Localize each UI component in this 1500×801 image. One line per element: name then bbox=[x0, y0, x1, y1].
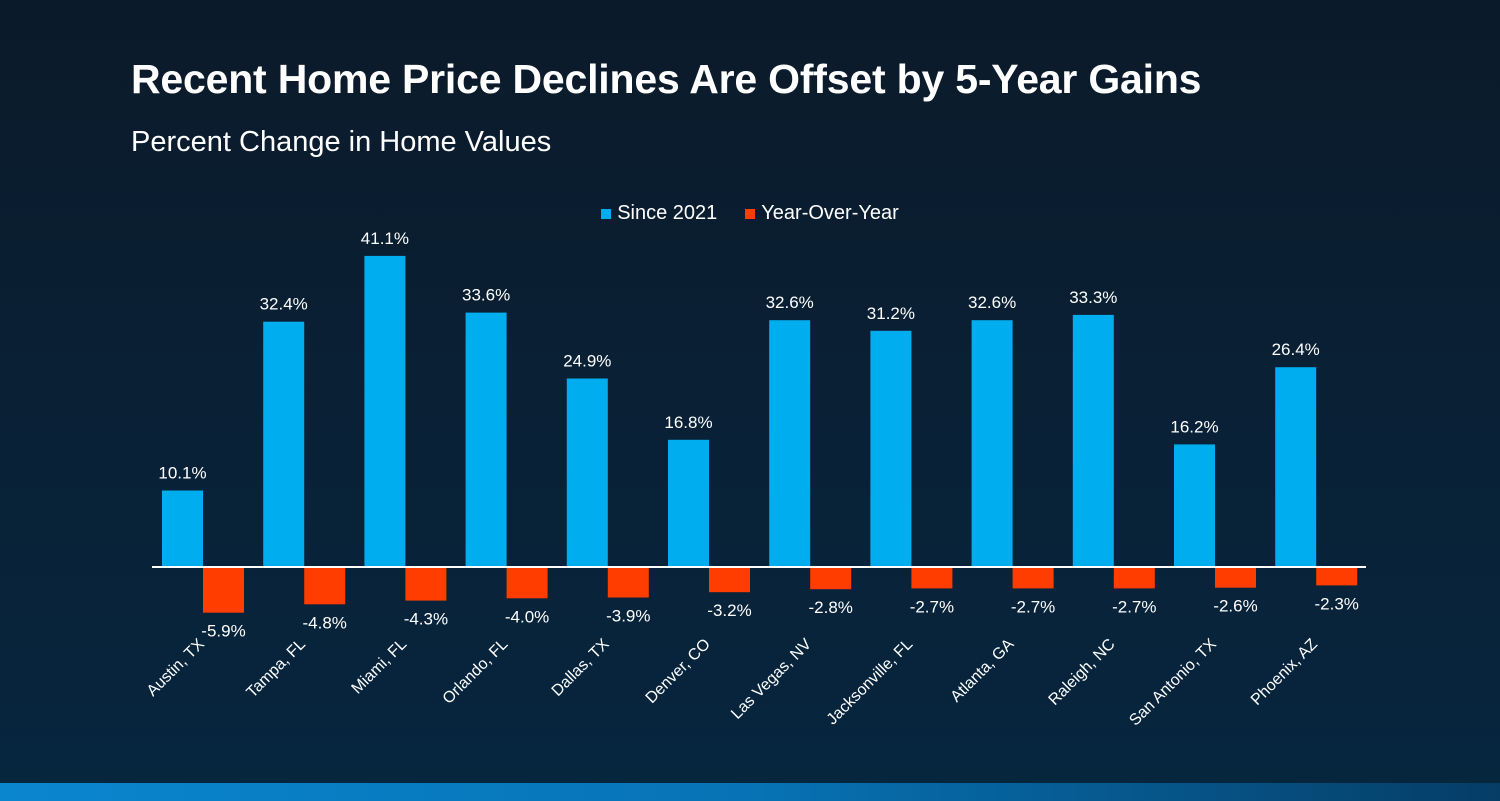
value-label-since-2021-raleigh-nc: 33.3% bbox=[1069, 288, 1117, 307]
category-label-atlanta-ga: Atlanta, GA bbox=[948, 636, 1018, 706]
chart-title: Recent Home Price Declines Are Offset by… bbox=[131, 56, 1202, 102]
legend-item-year-over-year: Year-Over-Year bbox=[745, 202, 899, 225]
value-label-since-2021-austin-tx: 10.1% bbox=[158, 464, 206, 483]
value-label-since-2021-jacksonville-fl: 31.2% bbox=[867, 304, 915, 323]
value-label-year-over-year-phoenix-az: -2.3% bbox=[1314, 594, 1358, 613]
bar-year-over-year-orlando-fl bbox=[506, 568, 548, 599]
value-label-year-over-year-atlanta-ga: -2.7% bbox=[1011, 597, 1055, 616]
category-labels-group: Austin, TX Tampa, FL Miami, FL Orlando, FL D… bbox=[144, 636, 1321, 730]
bar-year-over-year-san-antonio-tx bbox=[1215, 568, 1256, 588]
bar-year-over-year-phoenix-az bbox=[1316, 568, 1358, 586]
value-label-year-over-year-tampa-fl: -4.8% bbox=[302, 613, 346, 632]
value-label-since-2021-denver-co: 16.8% bbox=[664, 413, 712, 432]
category-label-orlando-fl: Orlando, FL bbox=[440, 636, 512, 708]
bar-since-2021-miami-fl bbox=[364, 255, 406, 567]
bar-year-over-year-dallas-tx bbox=[607, 568, 649, 598]
bar-since-2021-las-vegas-nv bbox=[769, 320, 811, 567]
bars-group bbox=[162, 255, 1358, 613]
value-label-since-2021-dallas-tx: 24.9% bbox=[563, 352, 611, 371]
category-label-jacksonville-fl: Jacksonville, FL bbox=[824, 636, 917, 729]
value-label-since-2021-miami-fl: 41.1% bbox=[361, 229, 409, 248]
bar-since-2021-raleigh-nc bbox=[1072, 314, 1114, 567]
value-label-year-over-year-las-vegas-nv: -2.8% bbox=[808, 598, 852, 617]
bar-year-over-year-tampa-fl bbox=[304, 568, 346, 605]
value-label-year-over-year-orlando-fl: -4.0% bbox=[505, 607, 549, 626]
value-label-since-2021-atlanta-ga: 32.6% bbox=[968, 293, 1016, 312]
category-label-dallas-tx: Dallas, TX bbox=[549, 636, 613, 700]
value-label-year-over-year-miami-fl: -4.3% bbox=[404, 610, 448, 629]
bar-since-2021-san-antonio-tx bbox=[1174, 444, 1215, 567]
bar-year-over-year-denver-co bbox=[709, 568, 750, 593]
bar-since-2021-atlanta-ga bbox=[971, 320, 1013, 567]
category-label-austin-tx: Austin, TX bbox=[144, 636, 208, 700]
legend-swatch-since-2021 bbox=[601, 208, 612, 219]
category-label-san-antonio-tx: San Antonio, TX bbox=[1126, 636, 1220, 730]
value-label-year-over-year-raleigh-nc: -2.7% bbox=[1112, 597, 1156, 616]
value-label-since-2021-las-vegas-nv: 32.6% bbox=[766, 293, 814, 312]
category-label-denver-co: Denver, CO bbox=[643, 636, 714, 707]
value-labels-group: 10.1% -5.9% 32.4% -4.8% 41.1% -4.3% 33.6% -4.0%… bbox=[158, 229, 1359, 641]
bar-year-over-year-las-vegas-nv bbox=[810, 568, 852, 590]
value-label-since-2021-orlando-fl: 33.6% bbox=[462, 286, 510, 305]
bar-since-2021-phoenix-az bbox=[1275, 367, 1317, 567]
value-label-year-over-year-jacksonville-fl: -2.7% bbox=[910, 597, 954, 616]
bar-since-2021-orlando-fl bbox=[465, 312, 507, 567]
bar-since-2021-denver-co bbox=[668, 439, 709, 567]
legend-label-since-2021: Since 2021 bbox=[617, 202, 718, 224]
category-label-tampa-fl: Tampa, FL bbox=[244, 636, 310, 702]
value-label-year-over-year-san-antonio-tx: -2.6% bbox=[1213, 597, 1257, 616]
category-label-phoenix-az: Phoenix, AZ bbox=[1248, 636, 1321, 709]
value-label-year-over-year-dallas-tx: -3.9% bbox=[606, 607, 650, 626]
value-label-since-2021-phoenix-az: 26.4% bbox=[1272, 340, 1320, 359]
value-label-since-2021-tampa-fl: 32.4% bbox=[260, 295, 308, 314]
bar-since-2021-dallas-tx bbox=[566, 378, 608, 567]
bar-since-2021-tampa-fl bbox=[263, 321, 305, 567]
legend-item-since-2021: Since 2021 bbox=[601, 202, 717, 225]
value-label-year-over-year-denver-co: -3.2% bbox=[707, 601, 751, 620]
bar-since-2021-jacksonville-fl bbox=[870, 330, 912, 567]
legend-label-year-over-year: Year-Over-Year bbox=[761, 202, 899, 224]
bar-since-2021-austin-tx bbox=[162, 490, 203, 567]
category-label-raleigh-nc: Raleigh, NC bbox=[1046, 636, 1119, 709]
footer-band bbox=[0, 783, 1500, 801]
bar-year-over-year-jacksonville-fl bbox=[911, 568, 953, 589]
bar-year-over-year-miami-fl bbox=[405, 568, 447, 601]
category-label-miami-fl: Miami, FL bbox=[349, 636, 411, 698]
chart-legend: Since 2021 Year-Over-Year bbox=[0, 202, 1500, 225]
chart-subtitle: Percent Change in Home Values bbox=[131, 126, 552, 158]
value-label-since-2021-san-antonio-tx: 16.2% bbox=[1170, 417, 1218, 436]
bar-year-over-year-atlanta-ga bbox=[1012, 568, 1054, 589]
bar-year-over-year-raleigh-nc bbox=[1113, 568, 1155, 589]
legend-swatch-year-over-year bbox=[745, 208, 756, 219]
value-label-year-over-year-austin-tx: -5.9% bbox=[201, 622, 245, 641]
bar-year-over-year-austin-tx bbox=[203, 568, 244, 613]
category-label-las-vegas-nv: Las Vegas, NV bbox=[728, 636, 815, 723]
